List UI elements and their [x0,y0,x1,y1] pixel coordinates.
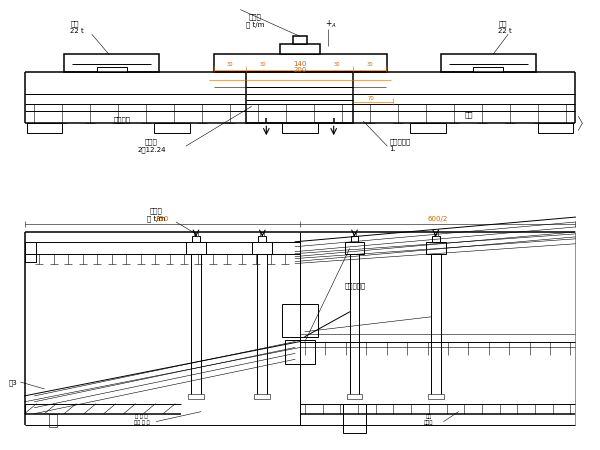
Text: 140: 140 [293,61,307,67]
Text: 上弦杆
上 t/m: 上弦杆 上 t/m [246,14,265,28]
Bar [282,123,318,133]
Text: 30: 30 [260,62,266,67]
Bar [260,232,265,236]
Bar [247,72,353,123]
Text: 纵3: 纵3 [8,379,17,386]
Bar [282,304,318,337]
Text: 70: 70 [368,95,375,100]
Bar [214,54,387,72]
Bar [194,232,198,236]
Bar [192,236,200,242]
Bar [259,236,266,242]
Bar [186,242,206,254]
Bar [350,236,358,242]
Bar [343,404,367,433]
Text: 工柱组
2工12.24: 工柱组 2工12.24 [137,138,166,153]
Bar [353,232,356,236]
Bar [188,394,204,399]
Text: 350: 350 [155,216,169,222]
Bar [344,242,364,254]
Bar [49,414,57,428]
Bar [426,242,446,254]
Bar [347,394,362,399]
Bar [293,36,307,44]
Bar [440,54,536,72]
Text: 600/2: 600/2 [428,216,448,222]
Bar [64,54,160,72]
Text: 上 纵 梁
模板 纵 梁: 上 纵 梁 模板 纵 梁 [134,414,149,424]
Bar [473,67,503,72]
Text: 30: 30 [334,62,340,67]
Bar [434,232,438,236]
Text: 一机梁
下 t/m: 一机梁 下 t/m [147,207,166,222]
Text: 右支
22 t: 右支 22 t [498,21,512,34]
Text: 设备分配器
1.: 设备分配器 1. [389,138,410,152]
Bar [154,123,190,133]
Text: 起重分配梁: 起重分配梁 [344,282,366,289]
Text: 横梁尺寸: 横梁尺寸 [113,116,130,123]
Bar [285,340,315,364]
Bar [254,394,270,399]
Bar [280,44,320,54]
Text: 左支
22 t: 左支 22 t [70,21,84,34]
Text: 30: 30 [227,62,233,67]
Bar [428,394,443,399]
Text: $+_A$: $+_A$ [325,18,337,30]
Bar [25,242,37,261]
Text: 30: 30 [367,62,373,67]
Bar [26,123,62,133]
Bar [432,236,440,242]
Bar [410,123,446,133]
Bar [97,67,127,72]
Text: 纵梁: 纵梁 [464,111,473,118]
Bar [538,123,574,133]
Text: 纵梁
纵梁梁: 纵梁 纵梁梁 [424,414,433,424]
Bar [253,242,272,254]
Text: 200: 200 [293,67,307,73]
